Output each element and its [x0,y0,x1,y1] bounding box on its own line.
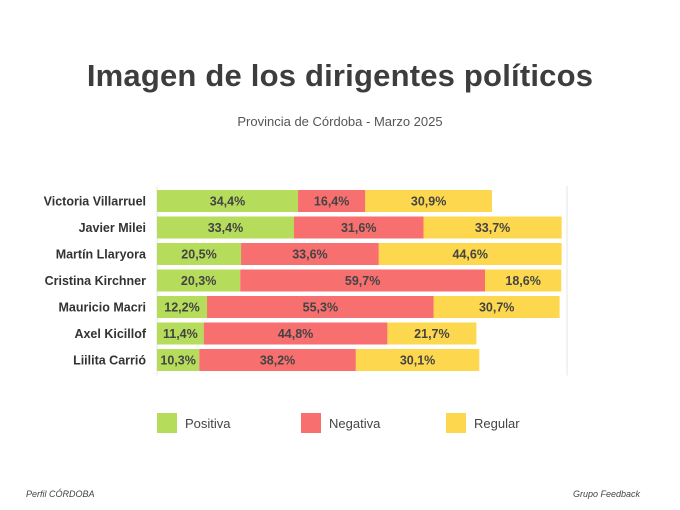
data-label: 30,1% [400,354,435,368]
bar-segment-regular [423,216,562,239]
data-label: 33,4% [208,221,243,235]
category-label: Liilita Carrió [73,354,146,368]
bar-segment-negativa [203,322,388,345]
data-label: 59,7% [345,274,380,288]
category-label: Martín Llaryora [56,248,147,262]
data-label: 20,5% [181,248,216,262]
legend-swatch-positiva [157,413,177,433]
data-label: 30,7% [479,301,514,315]
chart-subtitle: Provincia de Córdoba - Marzo 2025 [237,114,443,129]
category-label: Javier Milei [79,221,146,235]
bar-segment-regular [485,269,562,292]
data-label: 18,6% [505,274,540,288]
bar-segment-positiva [157,243,242,265]
bar-segment-regular [365,190,492,212]
data-label: 38,2% [260,354,295,368]
chart-legend: Positiva Negativa Regular [0,413,680,437]
data-label: 44,8% [278,327,313,341]
data-label: 31,6% [341,221,376,235]
data-label: 11,4% [163,327,198,341]
category-label: Cristina Kirchner [45,274,147,288]
category-label: Axel Kicillof [74,327,146,341]
bar-segment-regular [387,322,477,345]
bar-segment-negativa [298,190,366,212]
data-label: 20,3% [181,274,216,288]
legend-item-regular: Regular [446,413,520,433]
chart-title: Imagen de los dirigentes políticos [86,58,594,93]
legend-item-negativa: Negativa [301,413,380,433]
stacked-bar-chart: Victoria Villarruel 34,4% 16,4% 30,9% Javier… [44,186,568,376]
legend-label-positiva: Positiva [185,415,231,431]
data-label: 21,7% [414,327,449,341]
bar-segment-regular [433,296,560,318]
legend-swatch-regular [446,413,466,433]
legend-swatch-negativa [301,413,321,433]
data-label: 33,6% [292,248,327,262]
source-credit-right: Grupo Feedback [572,489,640,499]
data-label: 33,7% [475,221,510,235]
bar-segment-regular [355,349,480,371]
data-label: 34,4% [210,195,245,209]
bar-segment-positiva [157,190,299,212]
bar-segment-negativa [207,296,434,318]
bar-segment-positiva [157,349,200,371]
data-label: 55,3% [303,301,338,315]
data-label: 30,9% [411,195,446,209]
bar-segment-negativa [241,243,379,265]
data-label: 16,4% [314,195,349,209]
bar-segment-positiva [157,296,208,318]
legend-label-negativa: Negativa [329,415,381,431]
data-label: 44,6% [453,248,488,262]
bar-segment-positiva [157,216,294,239]
legend-label-regular: Regular [474,415,520,431]
category-label: Victoria Villarruel [44,195,146,209]
bar-segment-negativa [240,269,485,292]
data-label: 12,2% [164,301,199,315]
source-credit-left: Perfil CÓRDOBA [26,489,95,499]
bar-segment-negativa [293,216,424,239]
bar-segment-positiva [157,269,241,292]
category-label: Mauricio Macri [58,301,146,315]
legend-item-positiva: Positiva [157,413,231,433]
bar-segment-negativa [199,349,356,371]
data-label: 10,3% [160,354,195,368]
bar-segment-positiva [157,322,204,345]
bar-segment-regular [378,243,562,265]
